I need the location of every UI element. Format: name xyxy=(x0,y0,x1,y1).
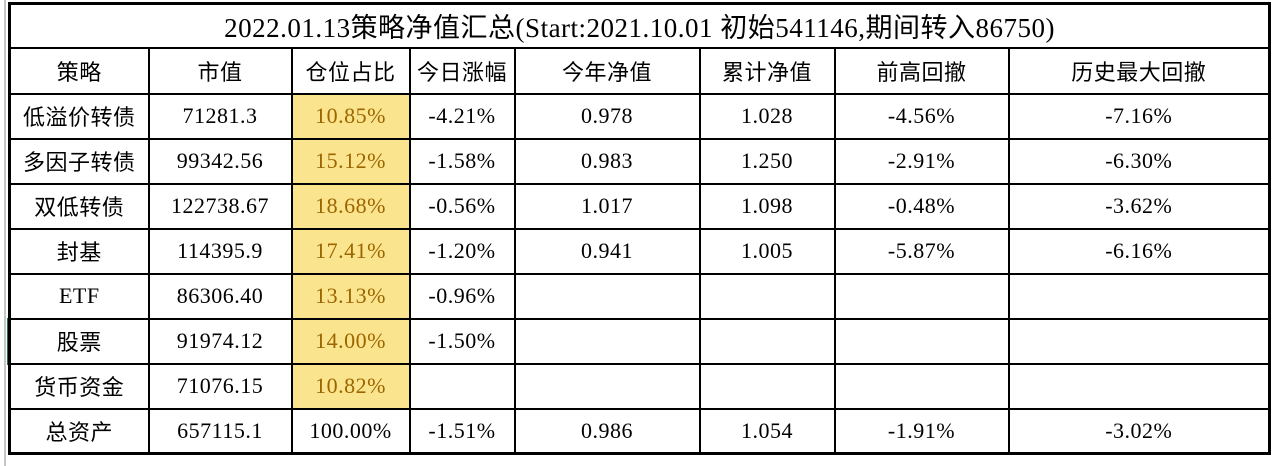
cell-drawdown-from-high[interactable]: -2.91% xyxy=(833,137,1010,185)
table-row: 股票 91974.12 14.00% -1.50% xyxy=(8,317,1271,365)
col-header-today-change[interactable]: 今日涨幅 xyxy=(408,46,516,95)
cell-today-change[interactable]: -0.96% xyxy=(408,272,516,320)
cell-strategy[interactable]: ETF xyxy=(8,272,150,320)
col-header-max-drawdown[interactable]: 历史最大回撤 xyxy=(1007,46,1271,95)
cell-position-pct[interactable]: 15.12% xyxy=(290,137,411,185)
cell-max-drawdown[interactable]: -7.16% xyxy=(1007,92,1271,140)
cell-drawdown-from-high[interactable]: -5.87% xyxy=(833,227,1010,275)
sheet-gridline xyxy=(4,0,6,466)
cell-strategy[interactable]: 货币资金 xyxy=(8,362,150,410)
cell-strategy[interactable]: 股票 xyxy=(8,317,150,365)
cell-ytd-nav[interactable]: 0.986 xyxy=(513,407,701,455)
table-row: 总资产 657115.1 100.00% -1.51% 0.986 1.054 … xyxy=(8,407,1271,455)
cell-max-drawdown[interactable]: -6.30% xyxy=(1007,137,1271,185)
cell-ytd-nav[interactable]: 0.983 xyxy=(513,137,701,185)
cell-ytd-nav[interactable]: 1.017 xyxy=(513,182,701,230)
cell-cum-nav[interactable]: 1.028 xyxy=(698,92,836,140)
title-row: 2022.01.13策略净值汇总(Start:2021.10.01 初始5411… xyxy=(8,2,1271,49)
table-row: 双低转债 122738.67 18.68% -0.56% 1.017 1.098… xyxy=(8,182,1271,230)
cell-market-value[interactable]: 99342.56 xyxy=(147,137,293,185)
col-header-market-value[interactable]: 市值 xyxy=(147,46,293,95)
cell-today-change[interactable]: -1.50% xyxy=(408,317,516,365)
cell-max-drawdown[interactable]: -3.62% xyxy=(1007,182,1271,230)
cell-position-pct[interactable]: 18.68% xyxy=(290,182,411,230)
cell-market-value[interactable]: 71076.15 xyxy=(147,362,293,410)
cell-position-pct[interactable]: 17.41% xyxy=(290,227,411,275)
cell-strategy[interactable]: 低溢价转债 xyxy=(8,92,150,140)
cell-max-drawdown[interactable] xyxy=(1007,362,1271,410)
col-header-drawdown-from-high[interactable]: 前高回撤 xyxy=(833,46,1010,95)
cell-max-drawdown[interactable]: -6.16% xyxy=(1007,227,1271,275)
cell-ytd-nav[interactable] xyxy=(513,272,701,320)
cell-cum-nav[interactable]: 1.098 xyxy=(698,182,836,230)
cell-market-value[interactable]: 91974.12 xyxy=(147,317,293,365)
cell-cum-nav[interactable]: 1.250 xyxy=(698,137,836,185)
cell-max-drawdown[interactable] xyxy=(1007,272,1271,320)
cell-market-value[interactable]: 122738.67 xyxy=(147,182,293,230)
cell-cum-nav[interactable] xyxy=(698,272,836,320)
cell-cum-nav[interactable] xyxy=(698,362,836,410)
cell-today-change[interactable] xyxy=(408,362,516,410)
cell-position-pct[interactable]: 100.00% xyxy=(290,407,411,455)
cell-strategy[interactable]: 总资产 xyxy=(8,407,150,455)
col-header-position-pct[interactable]: 仓位占比 xyxy=(290,46,411,95)
cell-ytd-nav[interactable]: 0.941 xyxy=(513,227,701,275)
cell-today-change[interactable]: -1.20% xyxy=(408,227,516,275)
cell-position-pct[interactable]: 10.82% xyxy=(290,362,411,410)
col-header-strategy[interactable]: 策略 xyxy=(8,46,150,95)
cell-market-value[interactable]: 71281.3 xyxy=(147,92,293,140)
cell-strategy[interactable]: 双低转债 xyxy=(8,182,150,230)
cell-drawdown-from-high[interactable] xyxy=(833,317,1010,365)
table-row: 低溢价转债 71281.3 10.85% -4.21% 0.978 1.028 … xyxy=(8,92,1271,140)
cell-strategy[interactable]: 多因子转债 xyxy=(8,137,150,185)
col-header-ytd-nav[interactable]: 今年净值 xyxy=(513,46,701,95)
cell-market-value[interactable]: 114395.9 xyxy=(147,227,293,275)
table-row: 封基 114395.9 17.41% -1.20% 0.941 1.005 -5… xyxy=(8,227,1271,275)
cell-market-value[interactable]: 657115.1 xyxy=(147,407,293,455)
cell-market-value[interactable]: 86306.40 xyxy=(147,272,293,320)
cell-drawdown-from-high[interactable]: -0.48% xyxy=(833,182,1010,230)
cell-ytd-nav[interactable] xyxy=(513,317,701,365)
table-row: 多因子转债 99342.56 15.12% -1.58% 0.983 1.250… xyxy=(8,137,1271,185)
cell-today-change[interactable]: -0.56% xyxy=(408,182,516,230)
cell-drawdown-from-high[interactable] xyxy=(833,362,1010,410)
cell-cum-nav[interactable]: 1.054 xyxy=(698,407,836,455)
cell-drawdown-from-high[interactable] xyxy=(833,272,1010,320)
strategy-summary-table: 2022.01.13策略净值汇总(Start:2021.10.01 初始5411… xyxy=(8,2,1272,455)
cell-today-change[interactable]: -1.58% xyxy=(408,137,516,185)
cell-today-change[interactable]: -4.21% xyxy=(408,92,516,140)
cell-position-pct[interactable]: 13.13% xyxy=(290,272,411,320)
table-row: ETF 86306.40 13.13% -0.96% xyxy=(8,272,1271,320)
cell-today-change[interactable]: -1.51% xyxy=(408,407,516,455)
cell-ytd-nav[interactable]: 0.978 xyxy=(513,92,701,140)
cell-drawdown-from-high[interactable]: -4.56% xyxy=(833,92,1010,140)
cell-cum-nav[interactable] xyxy=(698,317,836,365)
col-header-cum-nav[interactable]: 累计净值 xyxy=(698,46,836,95)
cell-ytd-nav[interactable] xyxy=(513,362,701,410)
cell-position-pct[interactable]: 14.00% xyxy=(290,317,411,365)
cell-max-drawdown[interactable] xyxy=(1007,317,1271,365)
table-title[interactable]: 2022.01.13策略净值汇总(Start:2021.10.01 初始5411… xyxy=(8,2,1271,49)
header-row: 策略 市值 仓位占比 今日涨幅 今年净值 累计净值 前高回撤 历史最大回撤 xyxy=(8,46,1271,95)
table-row: 货币资金 71076.15 10.82% xyxy=(8,362,1271,410)
cell-position-pct[interactable]: 10.85% xyxy=(290,92,411,140)
cell-strategy[interactable]: 封基 xyxy=(8,227,150,275)
cell-cum-nav[interactable]: 1.005 xyxy=(698,227,836,275)
cell-drawdown-from-high[interactable]: -1.91% xyxy=(833,407,1010,455)
cell-max-drawdown[interactable]: -3.02% xyxy=(1007,407,1271,455)
